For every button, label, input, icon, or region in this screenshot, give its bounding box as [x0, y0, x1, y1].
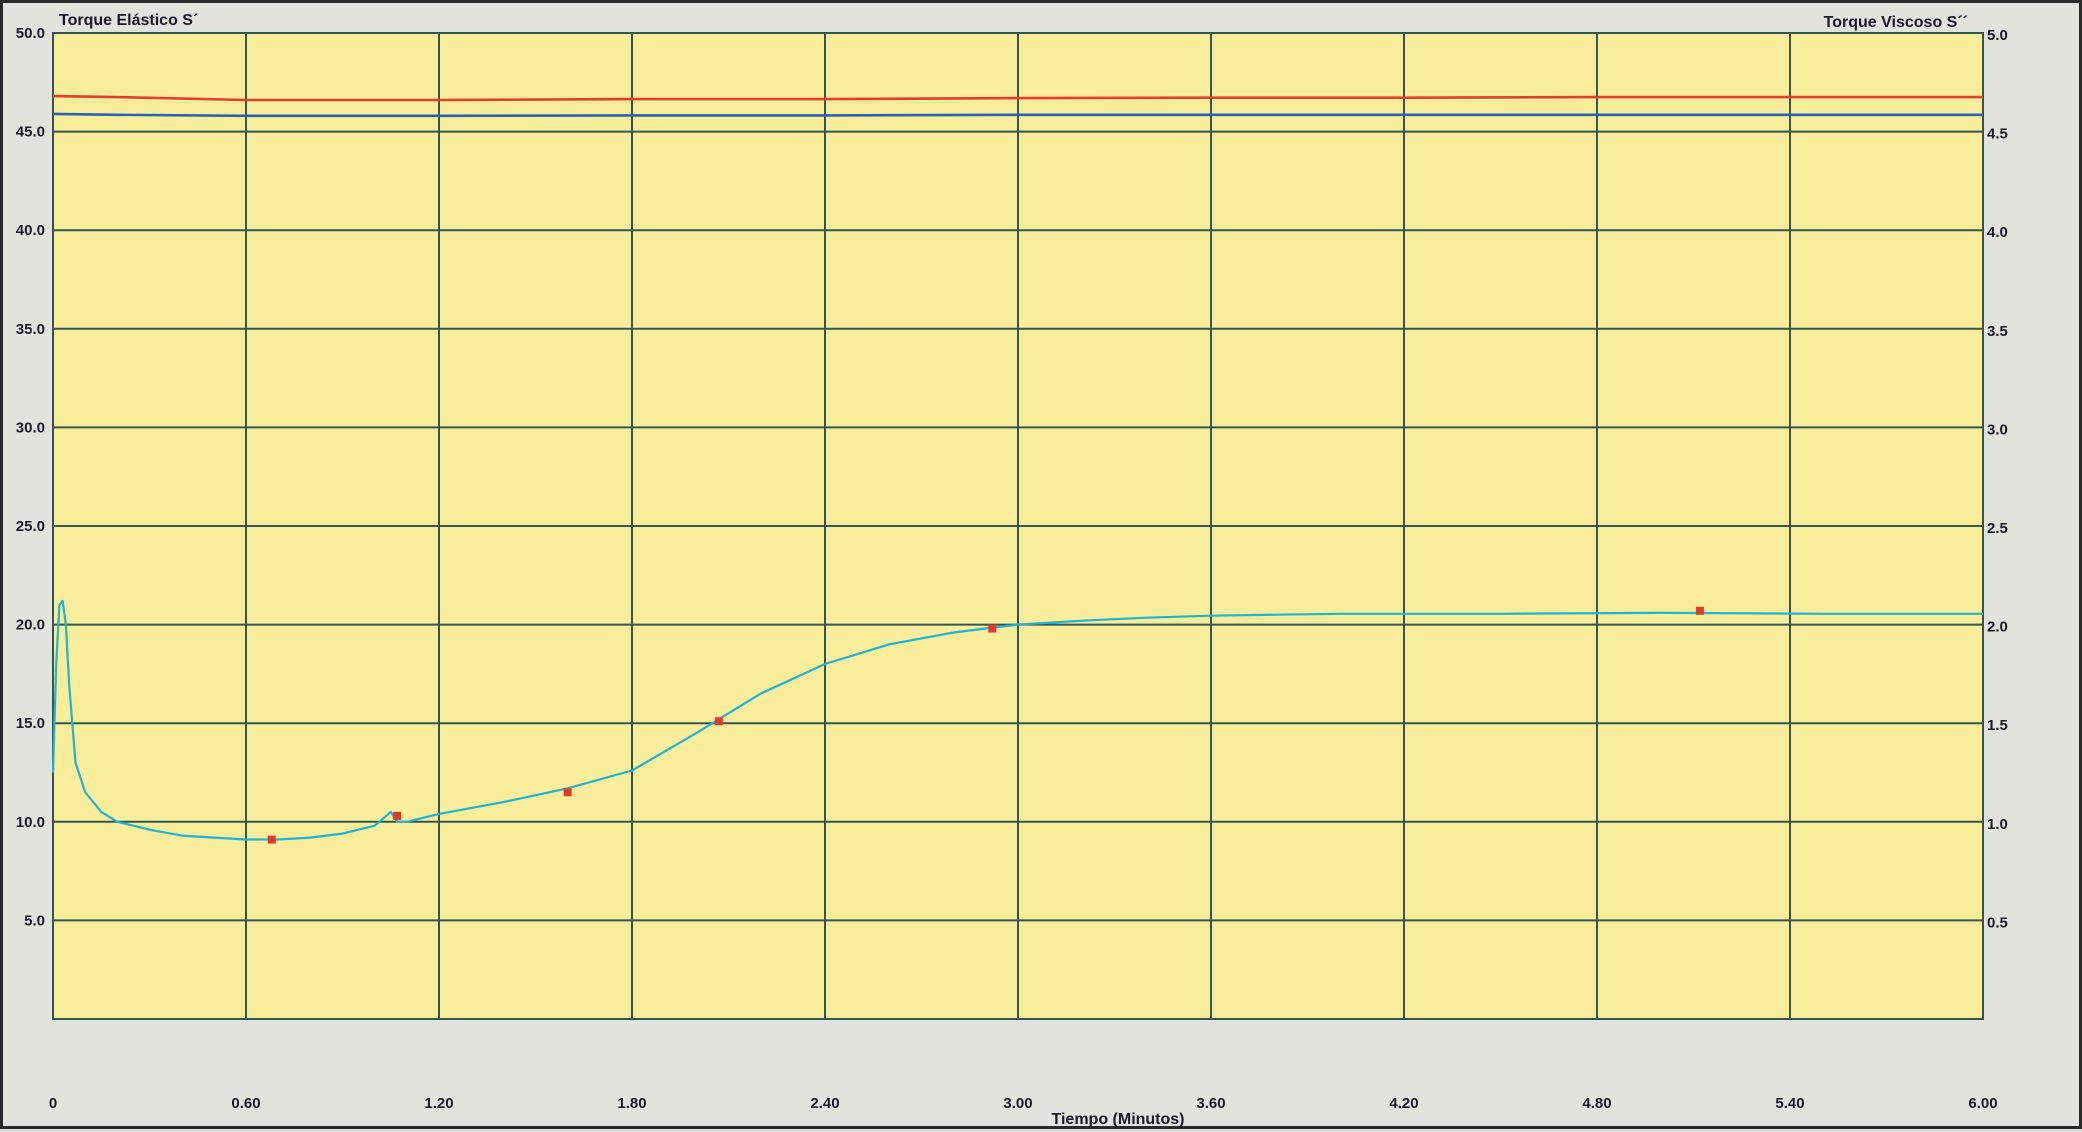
y-right-tick-label: 2.5	[1987, 520, 2008, 537]
y-left-tick-label: 30.0	[16, 419, 45, 436]
y-right-tick-label: 4.0	[1987, 224, 2008, 241]
x-tick-label: 1.80	[617, 1095, 646, 1112]
series-layer	[51, 94, 1983, 841]
y-right-tick-label: 4.5	[1987, 126, 2008, 143]
y-left-tick-label: 10.0	[16, 814, 45, 831]
series-line	[52, 112, 1983, 118]
y-left-tick-label: 25.0	[16, 518, 45, 535]
data-marker	[393, 811, 402, 820]
y-right-tick-label: 2.0	[1987, 619, 2008, 636]
x-tick-label: 4.80	[1582, 1095, 1611, 1112]
x-tick-label: 3.60	[1196, 1095, 1225, 1112]
y-left-tick-label: 20.0	[16, 617, 45, 634]
y-right-tick-label: 3.0	[1987, 421, 2008, 438]
data-marker	[563, 788, 572, 797]
y-left-tick-label: 40.0	[16, 222, 45, 239]
x-tick-label: 0	[49, 1095, 57, 1112]
x-tick-label: 5.40	[1775, 1095, 1804, 1112]
data-marker	[267, 835, 276, 844]
right-axis-title: Torque Viscoso S´´	[1824, 14, 1968, 31]
data-marker	[988, 624, 997, 633]
y-left-tick-label: 5.0	[24, 912, 45, 929]
x-tick-label: 4.20	[1389, 1095, 1418, 1112]
y-right-tick-label: 1.5	[1987, 717, 2008, 734]
y-left-tick-label: 15.0	[16, 715, 45, 732]
series-line	[52, 94, 1983, 102]
y-right-tick-label: 3.5	[1987, 323, 2008, 340]
grid	[52, 32, 1984, 1020]
data-marker	[714, 717, 723, 726]
x-tick-label: 1.20	[424, 1095, 453, 1112]
left-axis-title: Torque Elástico S´	[59, 12, 198, 29]
x-tick-label: 6.00	[1968, 1095, 1997, 1112]
y-right-tick-label: 5.0	[1987, 27, 2008, 44]
x-tick-label: 2.40	[810, 1095, 839, 1112]
marker-layer	[267, 606, 1704, 844]
x-tick-label: 3.00	[1003, 1095, 1032, 1112]
y-left-tick-label: 45.0	[16, 124, 45, 141]
y-left-tick-label: 50.0	[16, 25, 45, 42]
y-right-tick-label: 0.5	[1987, 914, 2008, 931]
series-line	[51, 599, 1983, 841]
tick-labels: 0 0.60 1.20 1.80 2.40 3.00 3.60 4.20 4.80 5.40 6.0…	[16, 25, 2008, 1112]
rheometer-chart: 0 0.60 1.20 1.80 2.40 3.00 3.60 4.20 4.80 5.40 6.0…	[16, 12, 2008, 1128]
y-left-tick-label: 35.0	[16, 321, 45, 338]
y-right-tick-label: 1.0	[1987, 816, 2008, 833]
data-marker	[1695, 606, 1704, 615]
x-tick-label: 0.60	[231, 1095, 260, 1112]
x-axis-title: Tiempo (Minutos)	[1051, 1111, 1184, 1128]
